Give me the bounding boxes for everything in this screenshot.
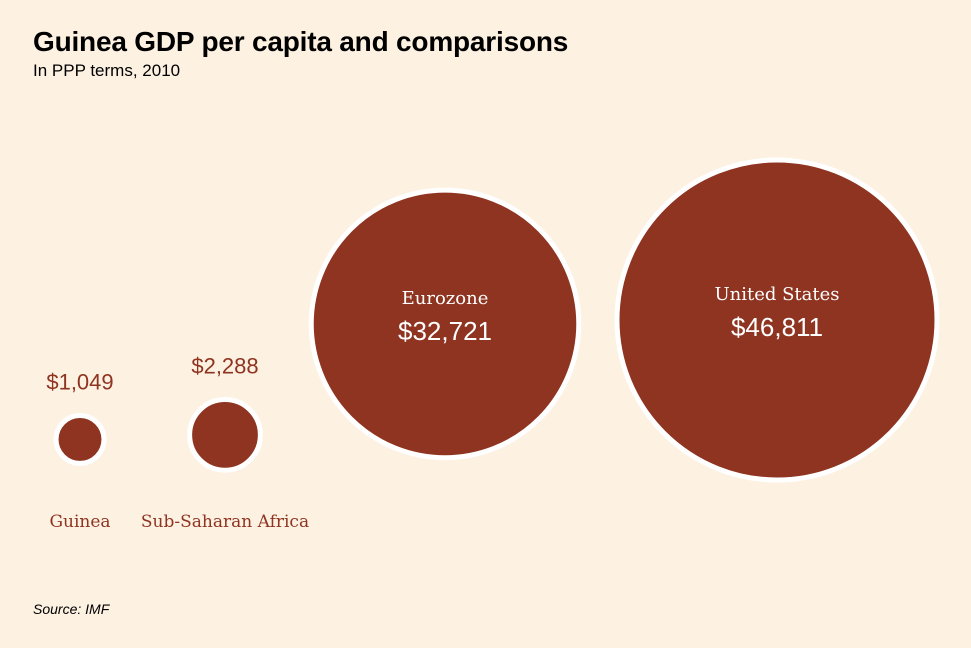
category-label-united-states: United States	[714, 284, 839, 305]
source-note: Source: IMF	[33, 601, 110, 617]
category-label-guinea: Guinea	[49, 512, 110, 532]
value-label-sub-saharan-africa: $2,288	[191, 353, 258, 378]
value-label-guinea: $1,049	[46, 369, 113, 394]
value-label-eurozone: $32,721	[398, 316, 492, 346]
bubble-guinea	[53, 412, 107, 466]
bubble-united-states	[614, 157, 940, 483]
category-label-sub-saharan-africa: Sub-Saharan Africa	[141, 512, 309, 532]
chart-title: Guinea GDP per capita and comparisons	[33, 26, 569, 57]
bubble-eurozone	[308, 187, 582, 461]
value-label-united-states: $46,811	[731, 312, 823, 342]
chart-subtitle: In PPP terms, 2010	[33, 61, 181, 80]
category-label-eurozone: Eurozone	[402, 288, 489, 309]
bubble-sub-saharan-africa	[187, 396, 263, 473]
